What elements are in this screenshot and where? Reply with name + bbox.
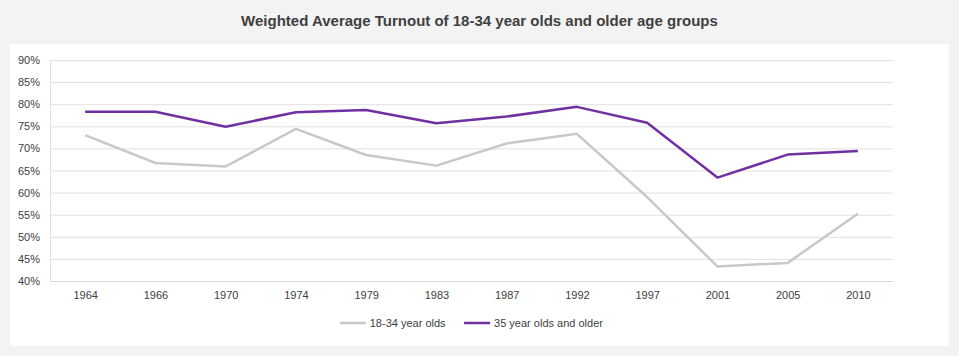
y-tick-label: 75% xyxy=(18,120,40,132)
y-tick-label: 80% xyxy=(18,98,40,110)
y-tick-label: 85% xyxy=(18,76,40,88)
grid-line xyxy=(50,126,893,127)
y-tick-label: 70% xyxy=(18,142,40,154)
y-tick-label: 90% xyxy=(18,54,40,66)
y-tick: 60% xyxy=(18,187,893,199)
x-tick-label: 1983 xyxy=(425,289,449,301)
x-tick: 1970 xyxy=(214,281,238,301)
chart: Weighted Average Turnout of 18-34 year o… xyxy=(0,0,959,356)
series-line xyxy=(85,129,858,266)
y-axis: 40% 45% 50% 55% 60% 65% 70% 75% 80% 85% 90% xyxy=(18,54,893,287)
y-tick: 55% xyxy=(18,209,893,221)
grid-line xyxy=(50,259,893,260)
x-tick-label: 1974 xyxy=(284,289,308,301)
y-tick-label: 55% xyxy=(18,209,40,221)
panel xyxy=(10,44,949,346)
x-tick-label: 2005 xyxy=(776,289,800,301)
x-tick-label: 1979 xyxy=(354,289,378,301)
x-tick: 1966 xyxy=(144,281,168,301)
legend-swatch xyxy=(340,322,366,325)
x-tick-label: 1997 xyxy=(635,289,659,301)
legend-label: 18-34 year olds xyxy=(370,317,446,329)
x-tick-label: 1964 xyxy=(73,289,97,301)
y-tick-label: 40% xyxy=(18,275,40,287)
x-tick: 1964 xyxy=(73,281,97,301)
x-tick: 2005 xyxy=(776,281,800,301)
x-tick-label: 1992 xyxy=(565,289,589,301)
grid-line xyxy=(50,148,893,149)
y-tick: 40% xyxy=(18,275,893,287)
x-tick: 1992 xyxy=(565,281,589,301)
legend-item: 18-34 year olds xyxy=(340,317,446,329)
grid-line xyxy=(50,215,893,216)
legend-swatch xyxy=(464,322,490,325)
grid-line xyxy=(50,104,893,105)
y-tick: 70% xyxy=(18,142,893,154)
grid-line xyxy=(50,171,893,172)
y-tick: 85% xyxy=(18,76,893,88)
x-tick: 1983 xyxy=(425,281,449,301)
legend-item: 35 year olds and older xyxy=(464,317,603,329)
x-axis: 1964 1966 1970 1974 1979 1983 1987 1992 1997 2001… xyxy=(51,281,894,301)
grid-line xyxy=(50,82,893,83)
x-tick: 2001 xyxy=(706,281,730,301)
x-tick: 1979 xyxy=(354,281,378,301)
x-tick: 1974 xyxy=(284,281,308,301)
x-tick: 2010 xyxy=(846,281,870,301)
legend: 18-34 year olds 35 year olds and older xyxy=(340,317,604,329)
x-tick-label: 2001 xyxy=(706,289,730,301)
x-tick-label: 1970 xyxy=(214,289,238,301)
y-tick: 80% xyxy=(18,98,893,110)
y-tick-label: 65% xyxy=(18,165,40,177)
x-tick: 1997 xyxy=(635,281,659,301)
plot: 40%45%50%55%60%65%70%75%80%85%90%1964196… xyxy=(18,54,894,301)
series-line xyxy=(85,107,858,178)
x-axis-line xyxy=(51,281,894,282)
series-group xyxy=(85,107,858,267)
x-tick: 1987 xyxy=(495,281,519,301)
x-tick-label: 1987 xyxy=(495,289,519,301)
y-axis-line xyxy=(51,61,894,282)
grid-line xyxy=(50,237,893,238)
y-tick-label: 50% xyxy=(18,231,40,243)
y-tick: 50% xyxy=(18,231,893,243)
y-tick-label: 45% xyxy=(18,253,40,265)
grid-line xyxy=(50,193,893,194)
x-tick-label: 2010 xyxy=(846,289,870,301)
y-tick: 65% xyxy=(18,165,893,177)
x-tick-label: 1966 xyxy=(144,289,168,301)
grid-line xyxy=(50,281,893,282)
y-tick: 90% xyxy=(18,54,893,66)
title: Weighted Average Turnout of 18-34 year o… xyxy=(241,12,718,29)
legend-label: 35 year olds and older xyxy=(494,317,603,329)
grid-line xyxy=(50,60,893,61)
y-tick-label: 60% xyxy=(18,187,40,199)
